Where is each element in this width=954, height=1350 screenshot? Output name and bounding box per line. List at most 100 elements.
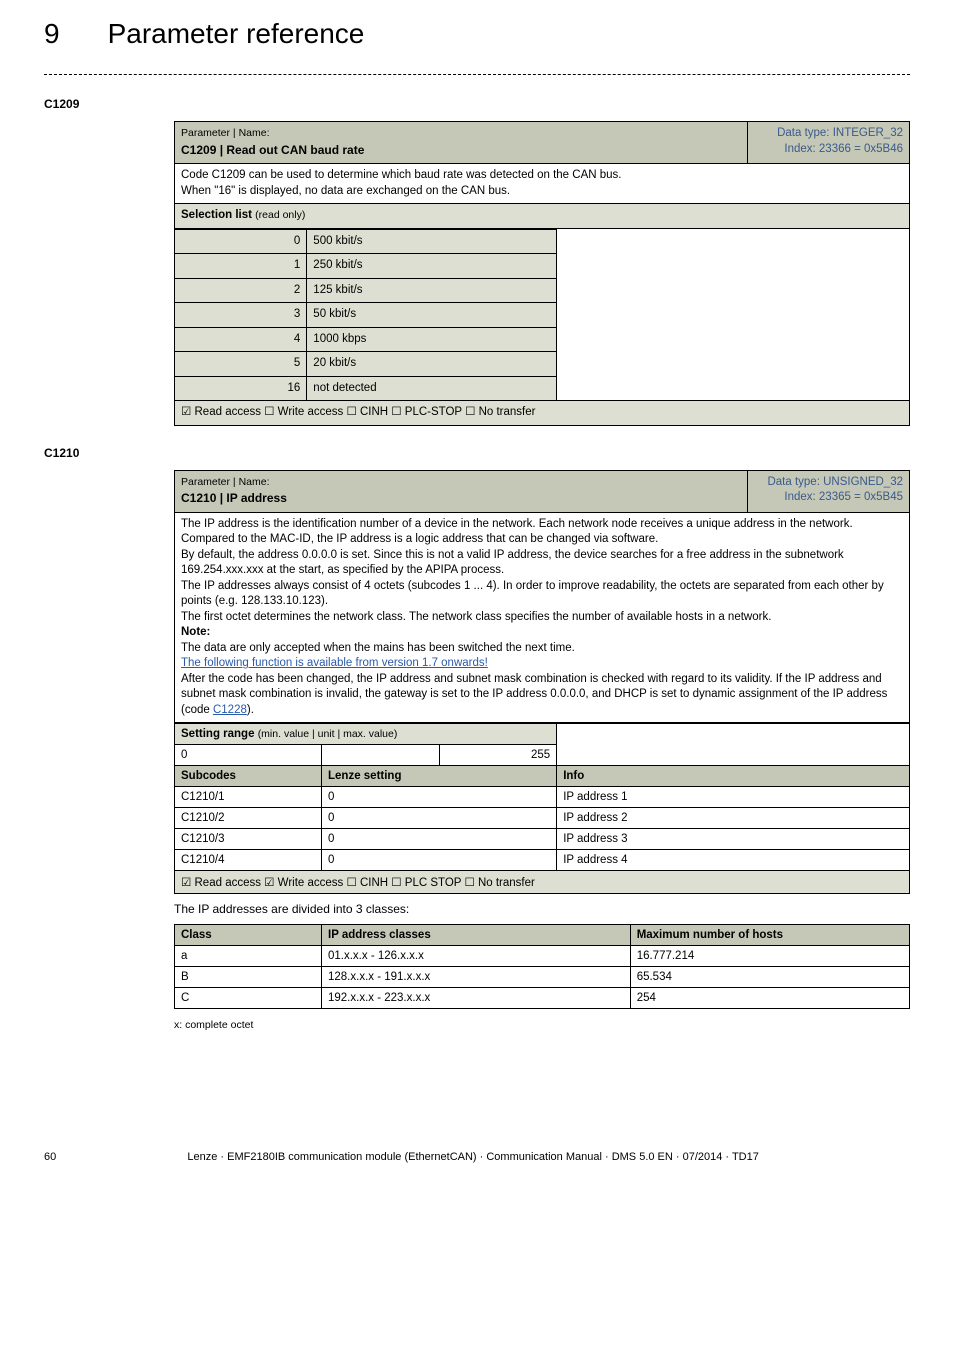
class-cell: 01.x.x.x - 126.x.x.x [322, 946, 631, 967]
c1210-sub-code: C1210/4 [175, 850, 322, 871]
footnote: x: complete octet [174, 1019, 910, 1031]
c1210-sub-code: C1210/2 [175, 808, 322, 829]
class-cell: B [175, 967, 322, 988]
c1210-link-text[interactable]: The following function is available from… [181, 657, 488, 669]
c1209-row-key: 4 [175, 327, 307, 352]
c1209-access: ☑ Read access ☐ Write access ☐ CINH ☐ PL… [175, 401, 910, 426]
c1210-range-empty [557, 724, 910, 745]
c1209-header-cell: Parameter | Name: C1209 | Read out CAN b… [175, 122, 748, 164]
chapter-header: 9 Parameter reference [44, 18, 910, 50]
c1209-header-big: C1209 | Read out CAN baud rate [181, 143, 364, 157]
c1209-row-key: 3 [175, 303, 307, 328]
c1210-header-cell: Parameter | Name: C1210 | IP address [175, 470, 748, 512]
c1209-row-val: 50 kbit/s [307, 303, 557, 328]
c1209-row-empty [557, 376, 910, 401]
class-cell: 192.x.x.x - 223.x.x.x [322, 988, 631, 1009]
c1210-range-sub: (min. value | unit | max. value) [258, 728, 398, 740]
c1209-sel-label-text: Selection list [181, 209, 252, 221]
class-hdr-2: IP address classes [322, 925, 631, 946]
c1210-range-max: 255 [439, 745, 557, 766]
c1210-range-min: 0 [175, 745, 322, 766]
c1210-desc-6a: After the code has been changed, the IP … [181, 673, 887, 716]
c1209-row-empty [557, 254, 910, 279]
c1209-row-empty [557, 327, 910, 352]
param-code-c1210: C1210 [44, 446, 910, 460]
ip-class-table: Class IP address classes Maximum number … [174, 924, 910, 1009]
c1210-sub-info: IP address 3 [557, 829, 910, 850]
c1209-row-key: 1 [175, 254, 307, 279]
c1210-range-unit [322, 745, 440, 766]
c1209-row-val: 1000 kbps [307, 327, 557, 352]
c1210-header-small: Parameter | Name: [181, 476, 270, 488]
c1209-row-key: 0 [175, 229, 307, 254]
class-cell: C [175, 988, 322, 1009]
c1209-row-val: 500 kbit/s [307, 229, 557, 254]
c1210-desc-4: The first octet determines the network c… [181, 611, 771, 623]
c1209-sel-label: Selection list (read only) [175, 204, 910, 229]
c1210-desc-1: The IP address is the identification num… [181, 518, 853, 546]
c1209-row-val: 250 kbit/s [307, 254, 557, 279]
c1210-sub-info: IP address 2 [557, 808, 910, 829]
param-code-c1209: C1209 [44, 97, 910, 111]
chapter-title: Parameter reference [108, 18, 365, 50]
c1210-datatype: Data type: UNSIGNED_32 [767, 476, 903, 488]
c1209-datatype-cell: Data type: INTEGER_32 Index: 23366 = 0x5… [748, 122, 910, 164]
page-footer: 60 Lenze · EMF2180IB communication modul… [44, 1151, 910, 1163]
c1209-datatype: Data type: INTEGER_32 [777, 127, 903, 139]
c1210-sub-setting: 0 [322, 829, 557, 850]
c1209-sel-label-sub: (read only) [255, 209, 305, 221]
c1209-table: Parameter | Name: C1209 | Read out CAN b… [174, 121, 910, 426]
c1210-sub-code: C1210/1 [175, 787, 322, 808]
class-cell: 128.x.x.x - 191.x.x.x [322, 967, 631, 988]
c1210-sub-hdr3: Info [557, 766, 910, 787]
c1209-row-key: 16 [175, 376, 307, 401]
c1209-index: Index: 23366 = 0x5B46 [784, 143, 903, 155]
c1210-table: Parameter | Name: C1210 | IP address Dat… [174, 470, 910, 895]
c1209-row-empty [557, 352, 910, 377]
class-hdr-1: Class [175, 925, 322, 946]
c1210-sub-info: IP address 4 [557, 850, 910, 871]
c1209-desc: Code C1209 can be used to determine whic… [175, 164, 910, 204]
c1210-desc-3: The IP addresses always consist of 4 oct… [181, 580, 884, 608]
ip-classes-note: The IP addresses are divided into 3 clas… [174, 902, 910, 916]
c1210-range-label: Setting range (min. value | unit | max. … [175, 724, 557, 745]
c1210-index: Index: 23365 = 0x5B45 [784, 491, 903, 503]
c1210-note-label: Note: [181, 626, 210, 638]
c1209-row-val: not detected [307, 376, 557, 401]
c1210-desc-2: By default, the address 0.0.0.0 is set. … [181, 549, 844, 577]
footer-spacer [890, 1151, 910, 1163]
c1210-desc: The IP address is the identification num… [175, 512, 910, 723]
class-cell: 16.777.214 [630, 946, 909, 967]
c1209-row-key: 2 [175, 278, 307, 303]
c1210-access: ☑ Read access ☑ Write access ☐ CINH ☐ PL… [175, 871, 910, 894]
chapter-number: 9 [44, 18, 60, 50]
class-cell: 254 [630, 988, 909, 1009]
c1210-datatype-cell: Data type: UNSIGNED_32 Index: 23365 = 0x… [748, 470, 910, 512]
c1209-row-key: 5 [175, 352, 307, 377]
footer-center: Lenze · EMF2180IB communication module (… [56, 1151, 890, 1163]
c1210-header-big: C1210 | IP address [181, 491, 287, 505]
c1209-header-small: Parameter | Name: [181, 127, 270, 139]
c1210-sub-setting: 0 [322, 808, 557, 829]
c1210-sub-info: IP address 1 [557, 787, 910, 808]
c1209-row-val: 125 kbit/s [307, 278, 557, 303]
c1210-range-empty2 [557, 745, 910, 766]
class-cell: a [175, 946, 322, 967]
divider [44, 74, 910, 75]
c1210-desc-5: The data are only accepted when the main… [181, 642, 575, 654]
page-number: 60 [44, 1151, 56, 1163]
c1210-sub-setting: 0 [322, 787, 557, 808]
c1210-range-label-text: Setting range [181, 728, 254, 740]
c1210-sub-hdr2: Lenze setting [322, 766, 557, 787]
c1210-code-link[interactable]: C1228 [213, 704, 247, 716]
c1210-desc-6b: ). [247, 704, 254, 716]
c1209-row-empty [557, 303, 910, 328]
c1210-sub-hdr1: Subcodes [175, 766, 322, 787]
c1209-row-empty [557, 278, 910, 303]
c1209-row-empty [557, 229, 910, 254]
c1210-sub-setting: 0 [322, 850, 557, 871]
page: 9 Parameter reference C1209 Parameter | … [0, 0, 954, 1183]
c1210-sub-code: C1210/3 [175, 829, 322, 850]
class-cell: 65.534 [630, 967, 909, 988]
class-hdr-3: Maximum number of hosts [630, 925, 909, 946]
